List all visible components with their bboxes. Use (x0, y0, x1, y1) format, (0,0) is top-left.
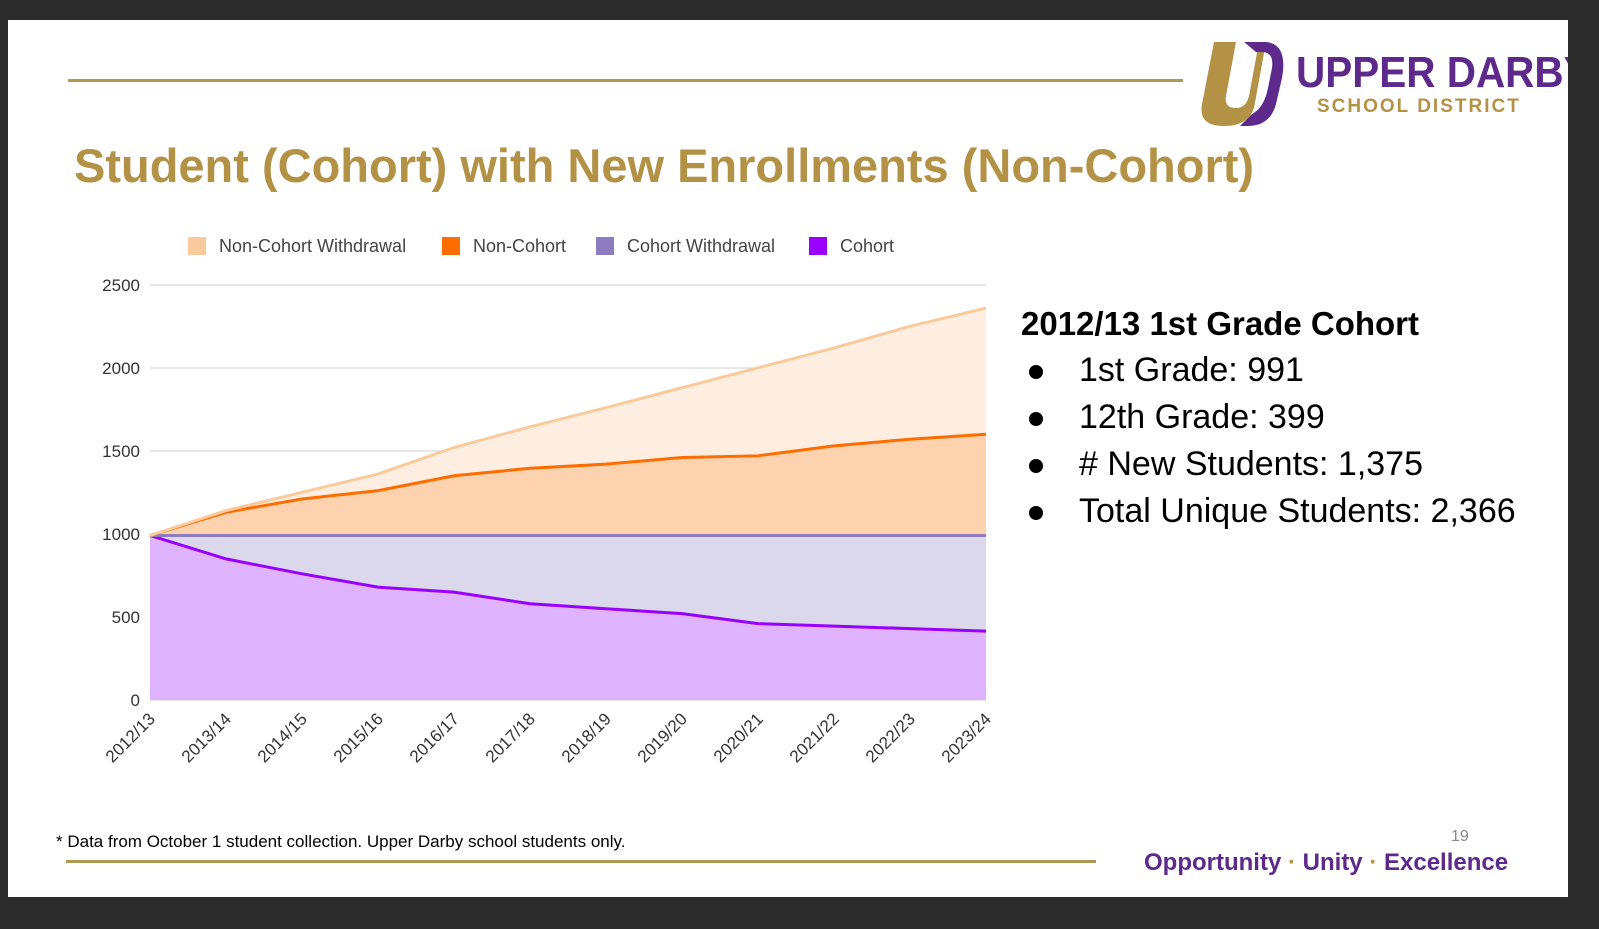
x-tick-label: 2016/17 (406, 709, 463, 766)
x-tick-label: 2021/22 (786, 709, 843, 766)
legend-label: Cohort (840, 236, 894, 256)
logo-subtitle: SCHOOL DISTRICT (1317, 96, 1521, 117)
x-tick-label: 2023/24 (938, 709, 995, 766)
enrollment-area-chart: 0 500 1000 1500 2000 2500 2012/13 2013/14 2014/1… (102, 236, 995, 766)
x-tick-label: 2012/13 (102, 709, 159, 766)
x-tick-label: 2022/23 (862, 709, 919, 766)
tagline-excellence: Excellence (1384, 849, 1509, 876)
bullet-icon (1029, 459, 1043, 473)
tagline-separator: · (1369, 849, 1378, 876)
y-tick-label: 0 (131, 691, 140, 710)
x-tick-label: 2014/15 (254, 709, 311, 766)
bullet-icon (1029, 365, 1043, 379)
legend-swatch (442, 237, 460, 255)
legend-swatch (596, 237, 614, 255)
summary-item: 12th Grade: 399 (1021, 394, 1516, 441)
summary-item-text: 12th Grade: 399 (1079, 398, 1325, 436)
summary-heading: 2012/13 1st Grade Cohort (1021, 305, 1419, 342)
area-cohort-withdrawal (150, 535, 986, 632)
bullet-icon (1029, 412, 1043, 426)
bullet-icon (1029, 506, 1043, 520)
logo-name: UPPER DARBY (1296, 48, 1568, 97)
ud-logo-mark-icon (1201, 42, 1284, 126)
area-cohort (150, 535, 986, 700)
line-non-cohort (149, 432, 987, 537)
y-tick-label: 2000 (102, 359, 140, 378)
page-number: 19 (1451, 828, 1469, 845)
tagline-unity: Unity (1302, 849, 1363, 876)
legend-swatch (809, 237, 827, 255)
district-logo: UPPER DARBY SCHOOL DISTRICT (1196, 38, 1568, 130)
summary-item-text: # New Students: 1,375 (1079, 445, 1424, 483)
slide-title: Student (Cohort) with New Enrollments (N… (74, 139, 1255, 192)
tagline-separator: · (1287, 849, 1296, 876)
cohort-summary: 2012/13 1st Grade Cohort 1st Grade: 991 … (1021, 305, 1516, 535)
y-tick-label: 500 (112, 608, 140, 627)
legend-label: Cohort Withdrawal (627, 236, 775, 256)
summary-item: 1st Grade: 991 (1021, 347, 1516, 394)
x-tick-label: 2017/18 (482, 709, 539, 766)
footer-rule (66, 860, 1096, 863)
x-tick-label: 2018/19 (558, 709, 615, 766)
line-cohort (149, 534, 987, 633)
legend-swatch (188, 237, 206, 255)
x-tick-label: 2020/21 (710, 709, 767, 766)
line-non-cohort-withdrawal (149, 306, 987, 537)
x-tick-label: 2013/14 (178, 709, 235, 766)
x-tick-label: 2015/16 (330, 709, 387, 766)
legend-label: Non-Cohort Withdrawal (219, 236, 406, 256)
area-non-cohort (150, 434, 986, 536)
summary-item-text: Total Unique Students: 2,366 (1079, 492, 1516, 530)
y-tick-label: 2500 (102, 276, 140, 295)
slide: UPPER DARBY SCHOOL DISTRICT Student (Coh… (8, 20, 1568, 897)
header-rule (68, 79, 1183, 82)
summary-item: Total Unique Students: 2,366 (1021, 488, 1516, 535)
tagline-opportunity: Opportunity (1144, 849, 1282, 876)
legend-label: Non-Cohort (473, 236, 566, 256)
summary-list: 1st Grade: 991 12th Grade: 399 # New Stu… (1021, 347, 1516, 535)
summary-item: # New Students: 1,375 (1021, 441, 1516, 488)
y-tick-label: 1000 (102, 525, 140, 544)
x-tick-label: 2019/20 (634, 709, 691, 766)
data-footnote: * Data from October 1 student collection… (56, 832, 626, 851)
y-tick-label: 1500 (102, 442, 140, 461)
summary-item-text: 1st Grade: 991 (1079, 351, 1304, 389)
tagline: Opportunity · Unity · Excellence (1144, 849, 1508, 877)
